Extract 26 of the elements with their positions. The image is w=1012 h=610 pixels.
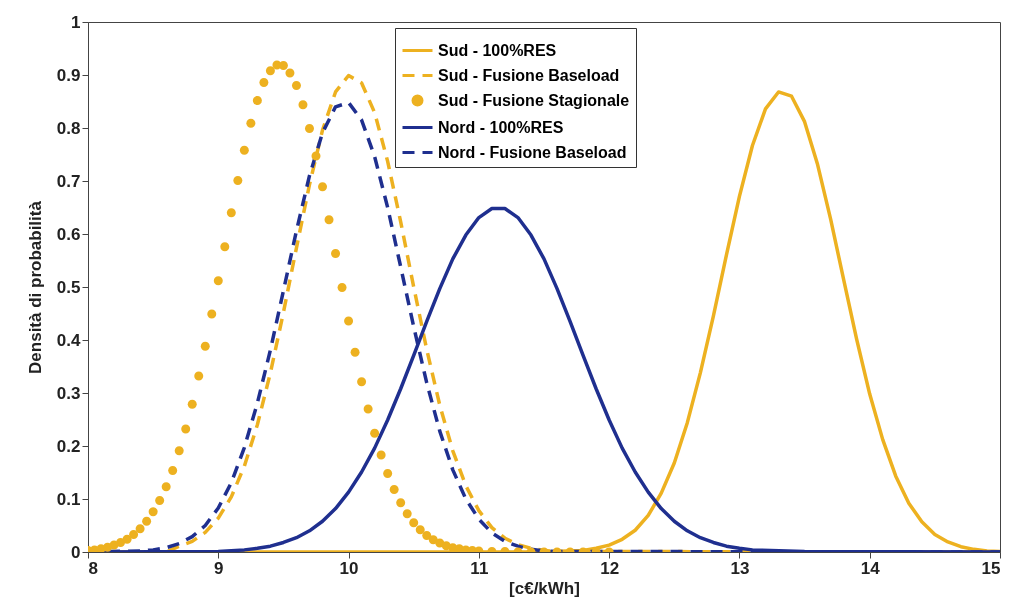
legend-label: Sud - 100%RES <box>438 41 557 59</box>
y-tick-label: 0.9 <box>56 65 81 85</box>
x-tick-label: 11 <box>470 558 489 578</box>
x-tick-label: 8 <box>88 558 98 578</box>
x-tick-label: 15 <box>981 558 1001 578</box>
legend-label: Sud - Fusione Baseload <box>438 66 620 84</box>
legend-label: Sud - Fusione Stagionale <box>438 91 630 109</box>
y-tick-label: 0.3 <box>56 383 81 403</box>
x-axis-title: [c€/kWh] <box>509 578 580 598</box>
y-tick-label: 0.7 <box>56 171 81 191</box>
y-tick-label: 0.5 <box>56 277 81 297</box>
legend-label: Nord - Fusione Baseload <box>438 143 627 161</box>
x-tick-label: 13 <box>730 558 750 578</box>
x-tick-label: 9 <box>214 558 224 578</box>
y-tick-label: 1 <box>71 12 81 32</box>
y-tick-label: 0.2 <box>56 436 81 456</box>
y-axis-title: Densità di probabilità <box>25 200 45 374</box>
x-tick-label: 12 <box>600 558 620 578</box>
y-tick-label: 0.1 <box>56 489 81 509</box>
legend-label: Nord - 100%RES <box>438 118 564 136</box>
y-tick-label: 0.6 <box>56 224 81 244</box>
y-tick-label: 0.4 <box>56 330 82 350</box>
x-tick-label: 14 <box>860 558 881 578</box>
y-tick-label: 0 <box>71 542 81 562</box>
x-tick-label: 10 <box>339 558 359 578</box>
y-tick-label: 0.8 <box>56 118 81 138</box>
